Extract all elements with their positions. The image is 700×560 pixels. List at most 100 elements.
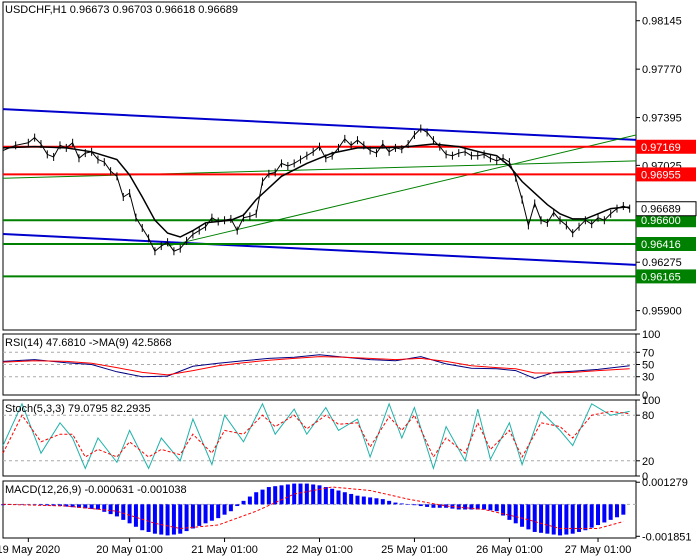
symbol-title: USDCHF,H1 0.96673 0.96703 0.96618 0.9668…: [5, 4, 239, 16]
macd-bar: [355, 495, 360, 505]
macd-bar: [368, 497, 373, 505]
macd-bar: [311, 484, 316, 505]
macd-bar: [165, 504, 170, 536]
current-price-label: 0.96689: [641, 204, 681, 216]
macd-bar: [463, 504, 468, 510]
y-tick-label: -0.001851: [642, 531, 692, 543]
macd-bar: [615, 504, 620, 518]
macd-bar: [127, 504, 132, 524]
macd-title: MACD(12,26,9) -0.000631 -0.001038: [5, 484, 187, 496]
level-label-box: [636, 213, 696, 228]
stochastic-panel[interactable]: 100 80 20 0: [2, 395, 660, 483]
moving-average-line: [2, 143, 630, 238]
macd-bar: [38, 504, 43, 506]
y-tick-label: 20: [642, 456, 654, 468]
macd-bar: [406, 504, 411, 505]
stoch-signal-line: [2, 410, 630, 459]
macd-bar: [482, 504, 487, 510]
macd-bar: [273, 486, 278, 505]
y-tick-label: 0.97395: [642, 113, 682, 125]
macd-bar: [108, 504, 113, 515]
macd-bar: [317, 485, 322, 505]
time-axis: 19 May 2020 20 May 01:00 21 May 01:00 22 Ma…: [0, 538, 631, 556]
macd-bar: [171, 504, 176, 535]
macd-bar: [298, 483, 303, 505]
macd-bar: [412, 504, 417, 506]
macd-bar: [140, 504, 145, 531]
macd-bar: [32, 504, 37, 505]
y-tick-label: 30: [642, 372, 654, 384]
macd-bar: [19, 504, 24, 505]
macd-bar: [266, 487, 271, 505]
macd-bar: [190, 504, 195, 529]
macd-bar: [494, 504, 499, 512]
macd-bar: [254, 492, 259, 505]
y-tick-label: 0.97770: [642, 64, 682, 76]
macd-bar: [444, 504, 449, 508]
current-price-box: [635, 201, 697, 217]
rsi-ma-line: [2, 356, 630, 376]
macd-bar: [203, 504, 208, 524]
y-tick-label: 70: [642, 347, 654, 359]
macd-bar: [76, 504, 81, 508]
macd-bar: [526, 504, 531, 530]
y-tick-label: 50: [642, 360, 654, 372]
x-tick-label: 22 May 01:00: [286, 544, 353, 556]
level-label-box: [636, 139, 696, 154]
panel-frame: [2, 1, 637, 331]
macd-bar: [545, 504, 550, 534]
panel-frame: [2, 399, 637, 477]
macd-bar: [602, 504, 607, 523]
macd-bar: [95, 504, 100, 510]
macd-bar: [577, 504, 582, 532]
x-tick-label: 26 May 01:00: [476, 544, 543, 556]
macd-bar: [260, 489, 265, 505]
macd-panel[interactable]: 0.001279 -0.001851: [1, 477, 692, 543]
macd-bar: [418, 504, 423, 507]
macd-bar: [70, 504, 75, 508]
macd-bar: [247, 496, 252, 505]
rsi-title: RSI(14) 47.6810 ->MA(9) 42.5868: [5, 337, 172, 349]
macd-bar: [209, 504, 214, 521]
price-panel[interactable]: 0.981450.977700.973950.970250.962750.959…: [2, 1, 697, 331]
channel-upper-line: [2, 108, 637, 141]
macd-bar: [102, 504, 107, 512]
macd-bar: [475, 504, 480, 510]
macd-bar: [393, 502, 398, 505]
y-tick-label: 0.98145: [642, 16, 682, 28]
level-label: 0.96955: [641, 169, 681, 181]
level-label-box: [636, 236, 696, 251]
macd-bar: [235, 504, 240, 507]
macd-bar: [45, 504, 50, 506]
macd-bar: [551, 504, 556, 535]
macd-bar: [159, 504, 164, 535]
macd-bar: [431, 504, 436, 508]
macd-bar: [330, 488, 335, 505]
macd-bar: [608, 504, 613, 520]
macd-bar: [349, 493, 354, 505]
macd-bar: [222, 504, 227, 515]
macd-bar: [558, 504, 563, 536]
macd-bar: [583, 504, 588, 531]
x-tick-label: 20 May 01:00: [96, 544, 163, 556]
macd-bar: [197, 504, 202, 526]
macd-bar: [469, 504, 474, 510]
x-tick-label: 19 May 2020: [0, 544, 60, 556]
y-tick-label: 80: [642, 410, 654, 422]
macd-bar: [152, 504, 157, 534]
x-tick-label: 25 May 01:00: [381, 544, 448, 556]
macd-bar: [57, 504, 62, 507]
macd-bar: [501, 504, 506, 516]
macd-bar: [216, 504, 221, 519]
macd-bar: [279, 485, 284, 505]
macd-bar: [304, 483, 309, 505]
level-label: 0.96416: [641, 239, 681, 251]
y-tick-label: 0: [642, 390, 648, 402]
macd-bar: [51, 504, 56, 506]
macd-bar: [133, 504, 138, 527]
macd-bar: [570, 504, 575, 534]
y-tick-label: 100: [642, 395, 660, 407]
trend-line-2: [167, 134, 637, 247]
